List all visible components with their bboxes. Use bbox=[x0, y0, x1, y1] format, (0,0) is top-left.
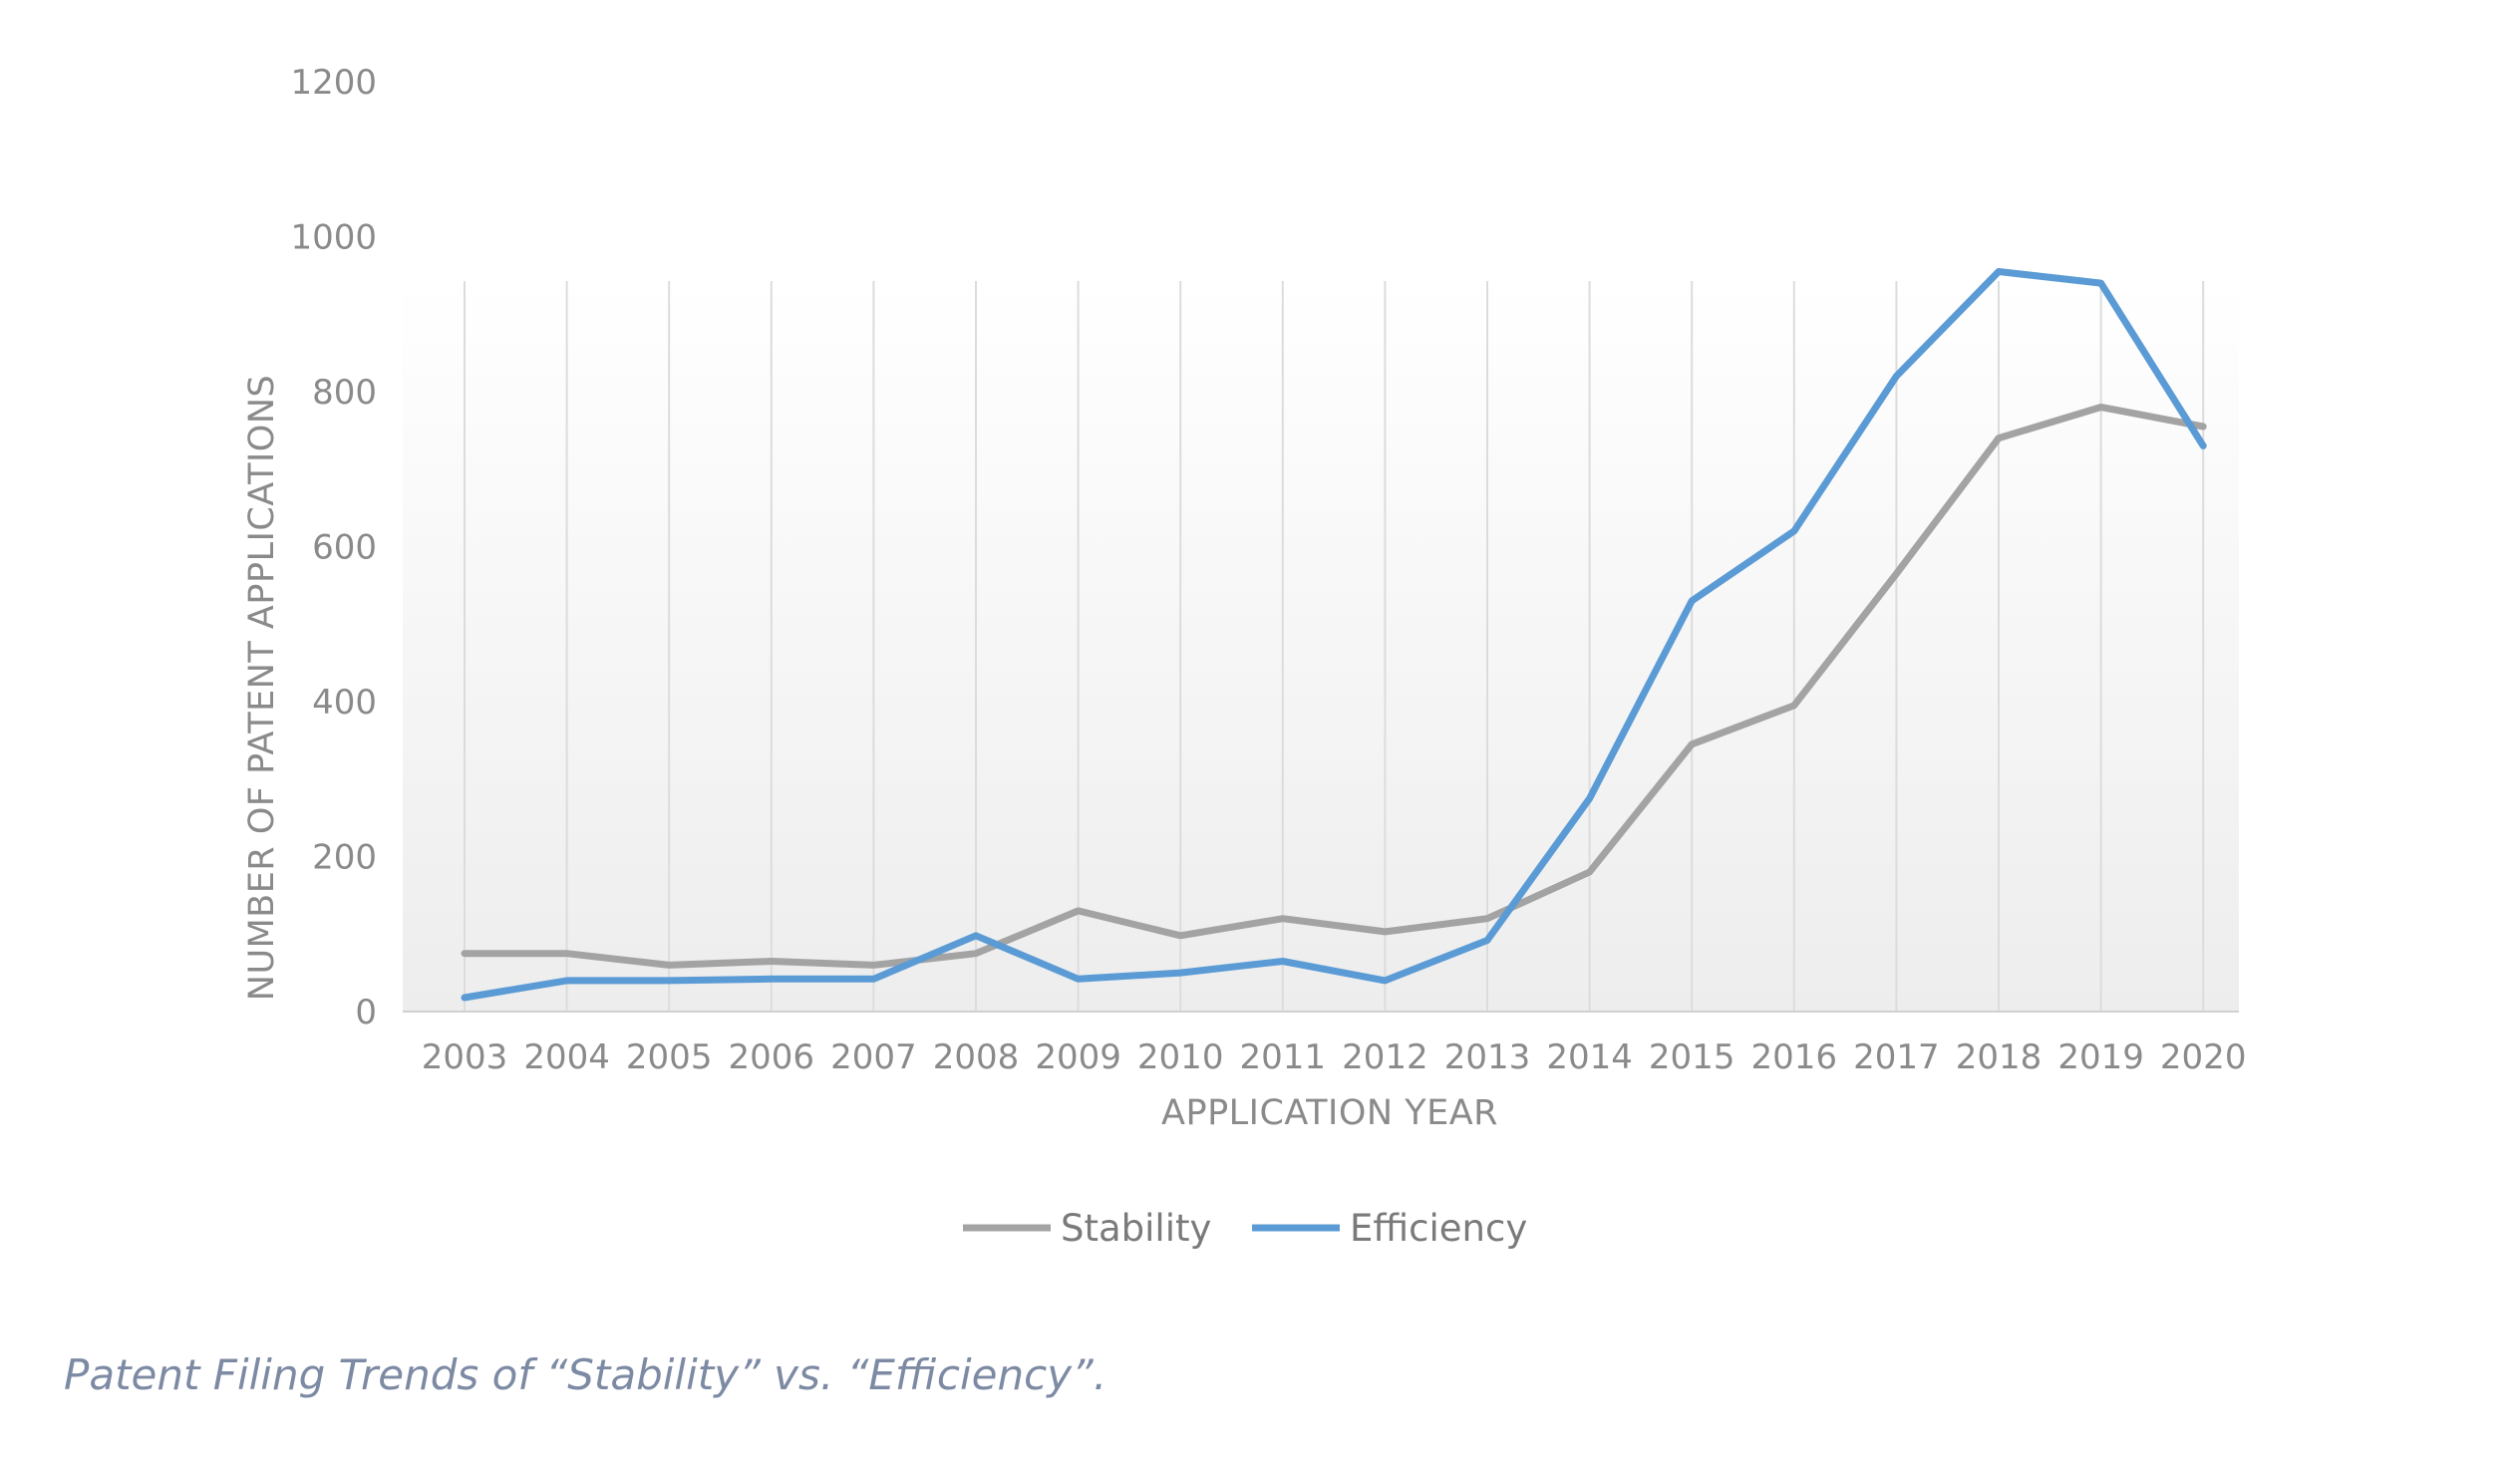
x-tick-label: 2014 bbox=[1546, 1037, 1633, 1077]
y-tick-label: 600 bbox=[312, 528, 377, 568]
line-chart: 020040060080010001200 200320042005200620… bbox=[0, 0, 2520, 1296]
x-tick-label: 2019 bbox=[2057, 1037, 2144, 1077]
x-tick-label: 2015 bbox=[1649, 1037, 1735, 1077]
x-tick-label: 2005 bbox=[626, 1037, 713, 1077]
x-tick-label: 2008 bbox=[933, 1037, 1020, 1077]
x-axis-title: APPLICATION YEAR bbox=[1161, 1093, 1498, 1133]
x-tick-label: 2010 bbox=[1137, 1037, 1224, 1077]
figure-caption: Patent Filing Trends of “Stability” vs. … bbox=[64, 1350, 1106, 1399]
x-tick-label: 2018 bbox=[1956, 1037, 2043, 1077]
x-tick-label: 2006 bbox=[729, 1037, 815, 1077]
y-tick-label: 0 bbox=[355, 993, 377, 1032]
y-tick-label: 800 bbox=[312, 373, 377, 413]
legend-label-efficiency: Efficiency bbox=[1350, 1207, 1527, 1250]
x-tick-label: 2013 bbox=[1444, 1037, 1531, 1077]
y-axis-ticks: 0 200 400 600 800 1000 1200 bbox=[290, 63, 377, 1032]
x-tick-label: 2004 bbox=[523, 1037, 610, 1077]
legend: Stability Efficiency bbox=[963, 1207, 1527, 1250]
y-tick-label: 400 bbox=[312, 683, 377, 723]
x-tick-label: 2016 bbox=[1751, 1037, 1838, 1077]
legend-label-stability: Stability bbox=[1061, 1207, 1211, 1250]
y-tick-label: 200 bbox=[312, 838, 377, 878]
x-tick-label: 2007 bbox=[830, 1037, 917, 1077]
x-tick-label: 2011 bbox=[1240, 1037, 1327, 1077]
y-tick-label: 1200 bbox=[290, 63, 377, 103]
x-tick-label: 2020 bbox=[2160, 1037, 2247, 1077]
x-tick-label: 2017 bbox=[1853, 1037, 1940, 1077]
x-axis-ticks: 2003 2004 2005 2006 2007 2008 2009 2010 2011 2012… bbox=[422, 1037, 2247, 1077]
y-tick-label: 1000 bbox=[290, 218, 377, 258]
y-axis-title: NUMBER OF PATENT APPLICATIONS bbox=[242, 375, 282, 1001]
x-tick-label: 2012 bbox=[1342, 1037, 1428, 1077]
x-tick-label: 2003 bbox=[422, 1037, 508, 1077]
x-tick-label: 2009 bbox=[1035, 1037, 1121, 1077]
plot-area bbox=[403, 279, 2239, 1012]
